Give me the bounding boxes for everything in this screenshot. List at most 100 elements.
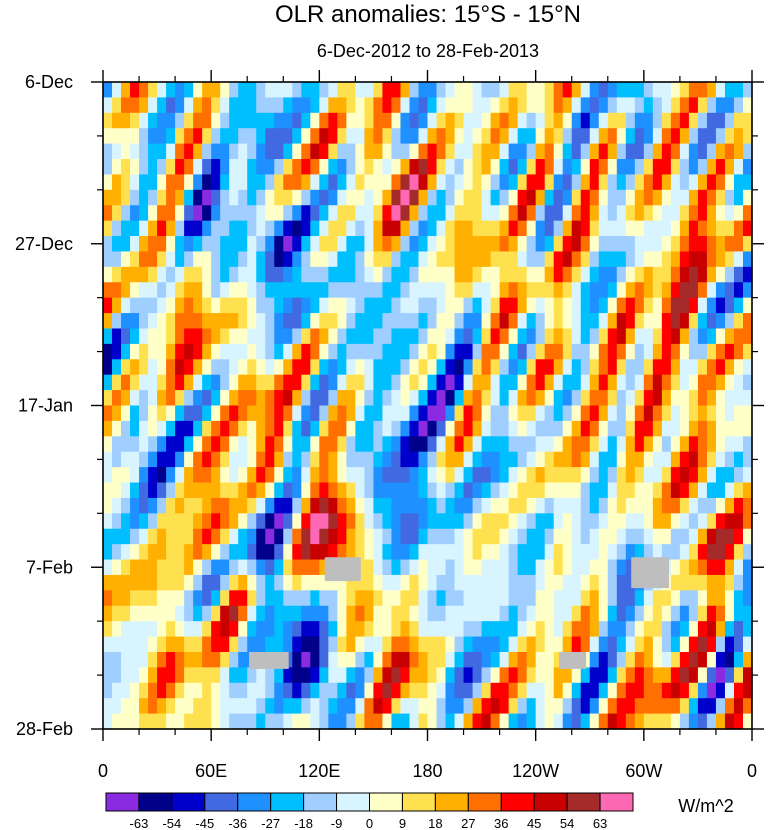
field-cell [499,482,510,499]
field-cell [256,374,266,391]
field-cell [679,497,690,514]
field-cell [670,297,681,314]
field-cell [688,97,699,114]
field-cell [643,420,654,437]
field-cell [166,143,176,160]
field-cell [562,328,573,345]
field-cell [220,574,230,591]
field-cell [472,482,483,499]
field-cell [670,482,681,499]
field-cell [256,220,266,237]
field-cell [643,282,654,299]
field-cell [490,605,501,622]
field-cell [238,636,248,653]
field-cell [598,574,609,591]
field-cell [526,559,537,576]
field-cell [274,143,284,160]
field-cell [553,682,564,699]
field-cell [616,497,627,514]
field-cell [508,143,519,160]
field-cell [355,328,366,345]
field-cell [166,390,176,407]
field-cell [175,282,185,299]
field-cell [373,698,384,715]
field-cell [265,467,275,484]
field-cell [589,497,600,514]
field-cell [274,698,284,715]
field-cell [391,236,402,253]
field-cell [535,343,546,360]
field-cell [742,605,753,622]
field-cell [256,189,266,206]
field-cell [301,528,311,545]
field-cell [580,159,591,176]
field-cell [274,667,284,684]
field-cell [670,605,681,622]
field-cell [373,605,384,622]
field-cell [103,682,113,699]
field-cell [625,713,636,730]
field-cell [112,482,122,499]
field-cell [580,220,591,237]
field-cell [499,374,510,391]
field-cell [580,559,591,576]
field-cell [274,328,284,345]
field-cell [589,420,600,437]
field-cell [220,328,230,345]
field-cell [679,528,690,545]
field-cell [139,590,149,607]
field-cell [319,374,329,391]
field-cell [436,559,447,576]
field-cell [517,359,528,376]
field-cell [463,667,474,684]
field-cell [715,436,726,453]
field-cell [625,420,636,437]
field-cell [670,559,681,576]
field-cell [427,698,438,715]
field-cell [121,636,131,653]
field-cell [130,590,140,607]
field-cell [463,420,474,437]
field-cell [319,266,329,283]
field-cell [382,651,393,668]
colorbar-label: 18 [428,816,442,830]
field-cell [436,82,447,99]
field-cell [526,651,537,668]
field-cell [373,236,384,253]
field-cell [220,621,230,638]
field-cell [400,605,411,622]
field-cell [166,128,176,145]
field-cell [409,282,420,299]
field-cell [499,343,510,360]
field-cell [220,559,230,576]
field-cell [175,236,185,253]
field-cell [616,636,627,653]
field-cell [166,251,176,268]
field-cell [130,544,140,561]
field-cell [652,544,663,561]
field-cell [256,359,266,376]
field-cell [409,251,420,268]
field-cell [634,266,645,283]
field-cell [409,497,420,514]
field-cell [697,297,708,314]
field-cell [436,220,447,237]
field-cell [112,236,122,253]
field-cell [598,251,609,268]
field-cell [220,467,230,484]
field-cell [211,636,221,653]
field-cell [112,205,122,222]
field-cell [688,559,699,576]
field-cell [724,544,735,561]
y-tick-label: 27-Dec [15,234,73,254]
field-cell [292,574,302,591]
field-cell [229,251,239,268]
field-cell [355,297,366,314]
field-cell [166,651,176,668]
field-cell [526,667,537,684]
field-cell [571,528,582,545]
field-cell [139,220,149,237]
field-cell [148,220,158,237]
field-cell [274,636,284,653]
field-cell [571,343,582,360]
